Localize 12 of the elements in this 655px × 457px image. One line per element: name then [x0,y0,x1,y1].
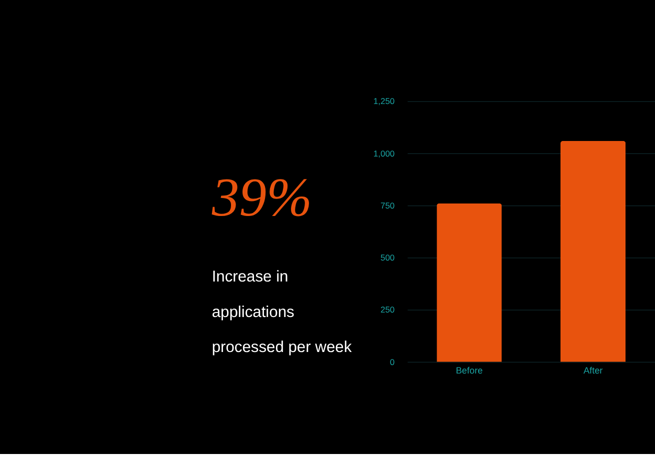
y-tick-label: 500 [380,252,395,263]
x-tick-label: Before [456,365,483,376]
y-tick-label: 0 [390,356,395,367]
y-tick-label: 1,000 [373,148,395,158]
y-tick-label: 250 [380,304,395,315]
text: 39% [210,166,312,228]
text: processed per week [212,339,352,356]
y-tick-label: 750 [380,200,395,210]
y-tick-label: 1,250 [373,96,395,106]
text: Increase in [212,268,288,286]
x-tick-label: After [583,365,603,376]
text: applications [212,304,295,321]
